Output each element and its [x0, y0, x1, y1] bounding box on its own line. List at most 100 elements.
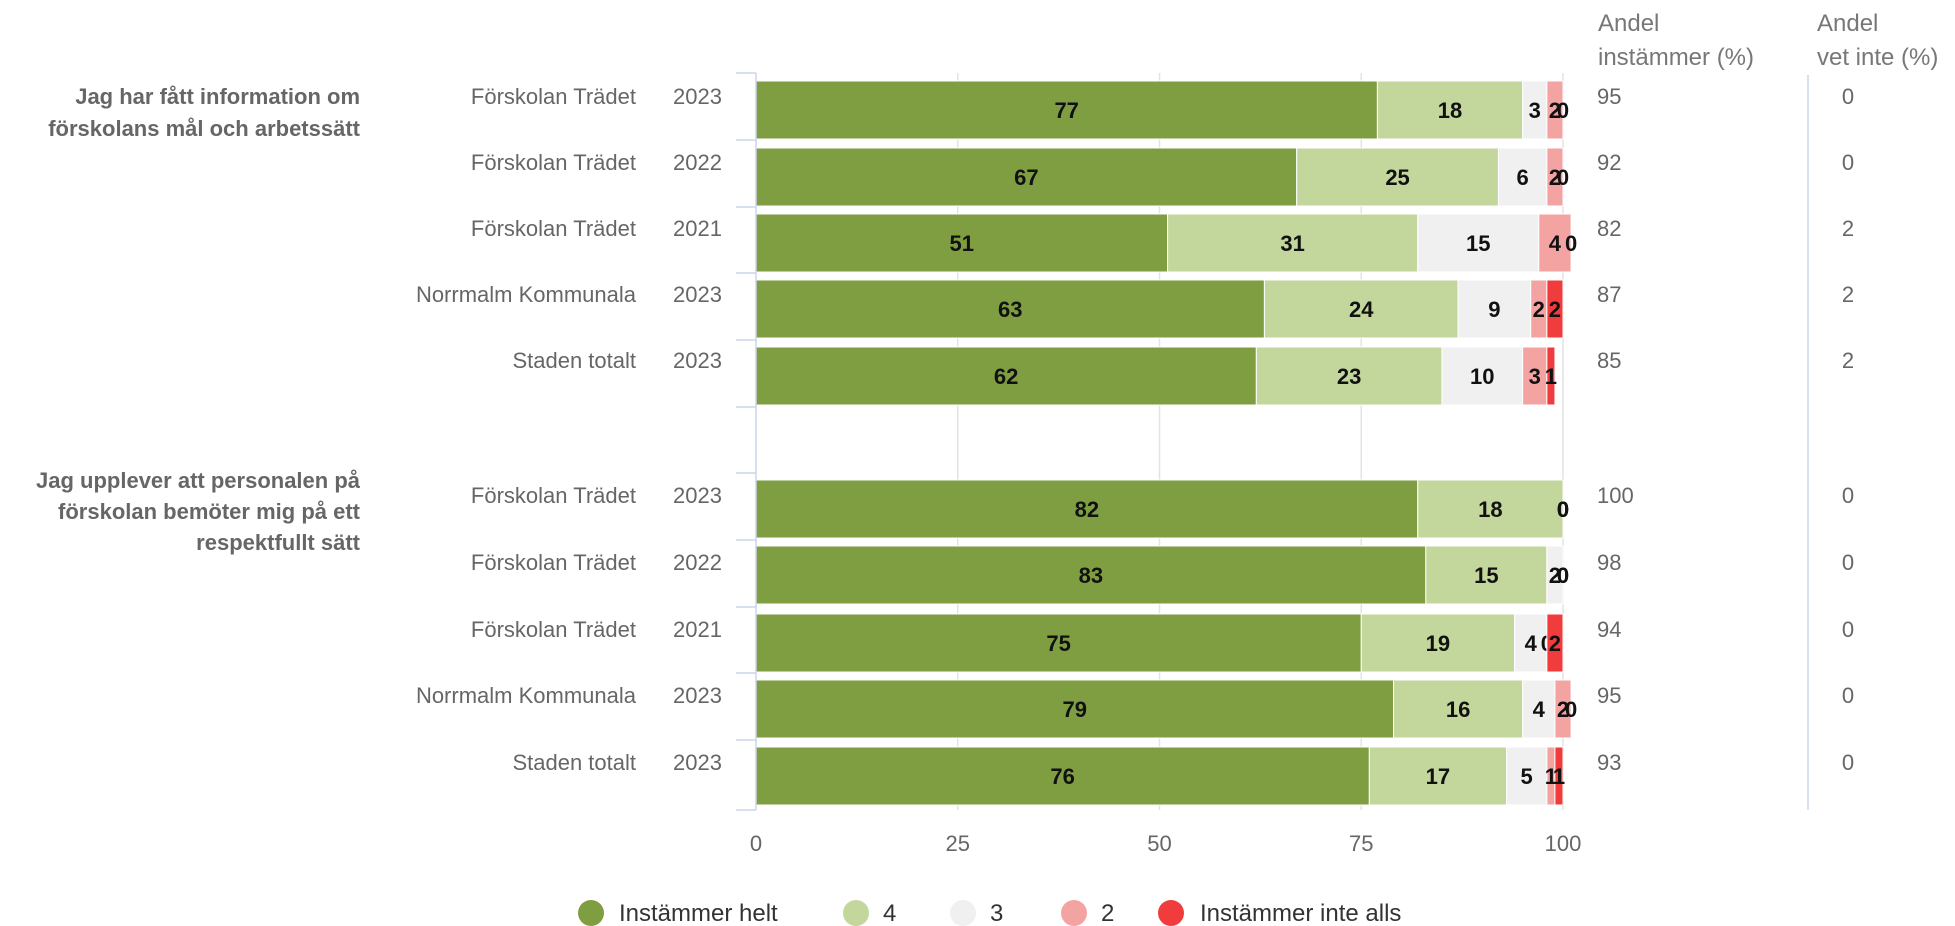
question-label: respektfullt sätt — [196, 530, 360, 555]
dontknow-value: 0 — [1842, 617, 1854, 642]
dontknow-value: 0 — [1842, 150, 1854, 175]
dontknow-value: 2 — [1842, 282, 1854, 307]
bar-value-label: 79 — [1063, 697, 1087, 722]
bar-segment — [1546, 80, 1564, 140]
bar-value-label: 4 — [1533, 697, 1546, 722]
bar-value-label: 2 — [1557, 697, 1569, 722]
bar-segment — [755, 80, 1378, 140]
question-label: Jag upplever att personalen på — [36, 468, 361, 493]
dontknow-value: 0 — [1842, 84, 1854, 109]
x-tick-label: 100 — [1545, 831, 1582, 856]
dontknow-value: 2 — [1842, 348, 1854, 373]
bar-value-label: 77 — [1054, 98, 1078, 123]
bar-value-label: 2 — [1533, 297, 1545, 322]
x-axis: 0 25 50 75 100 — [736, 72, 1582, 856]
row-year-label: 2023 — [673, 750, 722, 775]
dontknow-value: 0 — [1842, 550, 1854, 575]
bar-value-label: 18 — [1478, 497, 1502, 522]
x-tick-label: 50 — [1147, 831, 1171, 856]
agree-value: 85 — [1597, 348, 1621, 373]
bar-segment — [1425, 545, 1548, 605]
bar-segment — [755, 346, 1257, 406]
agree-value: 92 — [1597, 150, 1621, 175]
row-labels: Jag har fått information om förskolans må… — [36, 84, 722, 775]
bar-value-label: 18 — [1438, 98, 1462, 123]
bar-value-label: 23 — [1337, 364, 1361, 389]
bar-segment — [755, 213, 1169, 273]
legend-label: 3 — [990, 900, 1003, 926]
x-tick-label: 75 — [1349, 831, 1373, 856]
row-unit-label: Staden totalt — [512, 750, 636, 775]
column-header-dontknow: vet inte (%) — [1817, 44, 1938, 71]
bar-value-label: 75 — [1046, 631, 1070, 656]
bar-value-label: 19 — [1426, 631, 1450, 656]
column-header-agree: Andel — [1598, 10, 1659, 37]
bar-segment — [1522, 80, 1548, 140]
bar-segment — [1263, 279, 1459, 339]
bar-segment — [1554, 746, 1564, 806]
x-tick-label: 0 — [750, 831, 762, 856]
summary-columns: Andel instämmer (%) Andel vet inte (%) 95 0 92… — [1597, 10, 1938, 810]
agree-value: 95 — [1597, 84, 1621, 109]
bar-segment — [1167, 213, 1419, 273]
legend-label: 4 — [883, 900, 896, 926]
bar-segment — [755, 147, 1298, 207]
column-header-dontknow: Andel — [1817, 10, 1878, 37]
agree-value: 100 — [1597, 483, 1634, 508]
bar-value-label: 2 — [1549, 297, 1561, 322]
row-year-label: 2022 — [673, 150, 722, 175]
row-unit-label: Förskolan Trädet — [471, 483, 636, 508]
bar-segment — [1522, 346, 1548, 406]
bar-segment — [755, 545, 1427, 605]
bar-value-label: 6 — [1517, 165, 1529, 190]
row-year-label: 2023 — [673, 348, 722, 373]
bar-segment — [1417, 479, 1564, 539]
bar-value-label: 0 — [1565, 697, 1577, 722]
row-year-label: 2023 — [673, 84, 722, 109]
bar-value-label: 1 — [1545, 364, 1557, 389]
legend-marker — [843, 900, 869, 926]
row-year-label: 2023 — [673, 683, 722, 708]
bar-value-label: 16 — [1446, 697, 1470, 722]
bar-value-label: 9 — [1488, 297, 1500, 322]
row-year-label: 2021 — [673, 216, 722, 241]
bar-segment — [1546, 346, 1556, 406]
bar-value-label: 3 — [1529, 98, 1541, 123]
bar-value-label: 67 — [1014, 165, 1038, 190]
dontknow-value: 2 — [1842, 216, 1854, 241]
row-unit-label: Förskolan Trädet — [471, 150, 636, 175]
bar-value-label: 82 — [1075, 497, 1099, 522]
legend-marker — [1061, 900, 1087, 926]
bar-value-label: 10 — [1470, 364, 1494, 389]
bar-value-label: 0 — [1557, 497, 1569, 522]
agree-value: 87 — [1597, 282, 1621, 307]
question-label: Jag har fått information om — [75, 84, 360, 109]
bar-value-label: 0 — [1557, 98, 1569, 123]
x-tick-label: 25 — [946, 831, 970, 856]
row-year-label: 2023 — [673, 282, 722, 307]
column-header-agree: instämmer (%) — [1598, 44, 1754, 71]
bar-value-label: 0 — [1557, 497, 1569, 522]
bar-segment — [1417, 213, 1540, 273]
bar-value-label: 2 — [1549, 165, 1561, 190]
row-unit-label: Förskolan Trädet — [471, 550, 636, 575]
bar-value-label: 15 — [1466, 231, 1490, 256]
agree-value: 93 — [1597, 750, 1621, 775]
legend-label: 2 — [1101, 900, 1114, 926]
bar-segment — [1376, 80, 1524, 140]
bar-value-label: 2 — [1549, 98, 1561, 123]
question-label: förskolan bemöter mig på ett — [58, 499, 361, 524]
bar-value-label: 1 — [1553, 764, 1565, 789]
bar-value-label: 1 — [1545, 764, 1557, 789]
bar-value-label: 51 — [950, 231, 974, 256]
dontknow-value: 0 — [1842, 683, 1854, 708]
bar-value-label: 3 — [1529, 364, 1541, 389]
bar-segment — [1554, 679, 1572, 739]
bar-segment — [1360, 613, 1516, 673]
bar-segment — [1538, 213, 1572, 273]
row-unit-label: Förskolan Trädet — [471, 84, 636, 109]
bar-segment — [1441, 346, 1524, 406]
bar-value-label: 63 — [998, 297, 1022, 322]
legend-marker — [1158, 900, 1184, 926]
